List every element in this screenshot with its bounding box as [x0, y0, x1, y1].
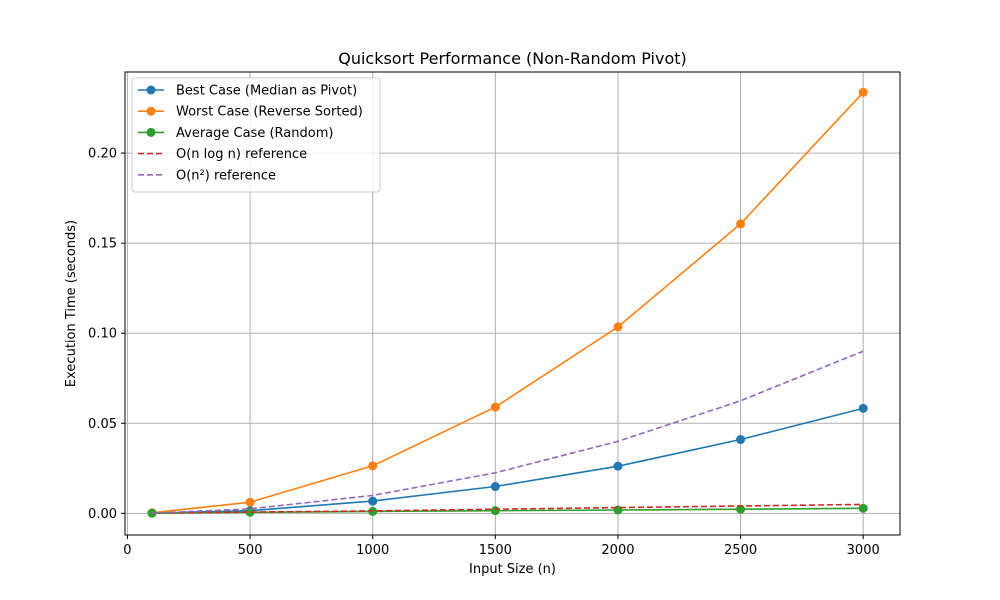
- series-point-1: [368, 461, 378, 471]
- legend: Best Case (Median as Pivot) Worst Case (R…: [131, 77, 381, 193]
- series-point-1: [613, 322, 623, 332]
- x-tick-label: 2000: [601, 543, 634, 558]
- series-point-2: [490, 506, 500, 516]
- series-point-0: [613, 461, 623, 471]
- series-point-2: [245, 507, 255, 517]
- legend-marker-1: [146, 106, 156, 116]
- series-point-0: [490, 482, 500, 492]
- legend-box: [131, 77, 381, 193]
- legend-label-4: O(n²) reference: [176, 168, 276, 183]
- chart-title: Quicksort Performance (Non-Random Pivot): [338, 49, 687, 68]
- series-point-0: [368, 496, 378, 506]
- x-tick-label: 1500: [479, 543, 512, 558]
- plot-frame: [124, 71, 901, 536]
- legend-label-1: Worst Case (Reverse Sorted): [176, 105, 363, 120]
- legend-label-3: O(n log n) reference: [176, 147, 307, 162]
- x-axis: 0 500 1000 1500 2000 2500 3000: [123, 535, 880, 558]
- series-point-1: [858, 87, 868, 97]
- y-tick-label: 0.10: [88, 327, 117, 342]
- legend-marker-2: [146, 127, 156, 137]
- x-tick-label: 3000: [847, 543, 880, 558]
- y-tick-label: 0.15: [88, 237, 117, 252]
- series-line-3: [151, 503, 864, 514]
- y-axis: 0.00 0.05 0.10 0.15 0.20: [88, 147, 125, 522]
- x-tick-label: 2500: [724, 543, 757, 558]
- series-layer: [147, 87, 868, 518]
- x-tick-label: 0: [123, 543, 131, 558]
- legend-label-2: Average Case (Random): [176, 126, 333, 141]
- x-tick-label: 500: [238, 543, 263, 558]
- series-point-2: [736, 504, 746, 514]
- series-point-2: [147, 508, 157, 518]
- y-tick-label: 0.05: [88, 417, 117, 432]
- series-point-0: [858, 403, 868, 413]
- series-point-2: [858, 503, 868, 513]
- series-point-0: [736, 435, 746, 445]
- y-tick-label: 0.00: [88, 507, 117, 522]
- y-axis-label: Execution Time (seconds): [64, 220, 79, 387]
- series-point-1: [490, 402, 500, 412]
- series-point-1: [245, 497, 255, 507]
- legend-label-0: Best Case (Median as Pivot): [176, 84, 357, 99]
- x-axis-label: Input Size (n): [469, 562, 556, 577]
- x-tick-label: 1000: [356, 543, 389, 558]
- series-point-1: [736, 219, 746, 229]
- legend-marker-0: [146, 85, 156, 95]
- series-line-4: [151, 350, 864, 514]
- y-tick-label: 0.20: [88, 147, 117, 162]
